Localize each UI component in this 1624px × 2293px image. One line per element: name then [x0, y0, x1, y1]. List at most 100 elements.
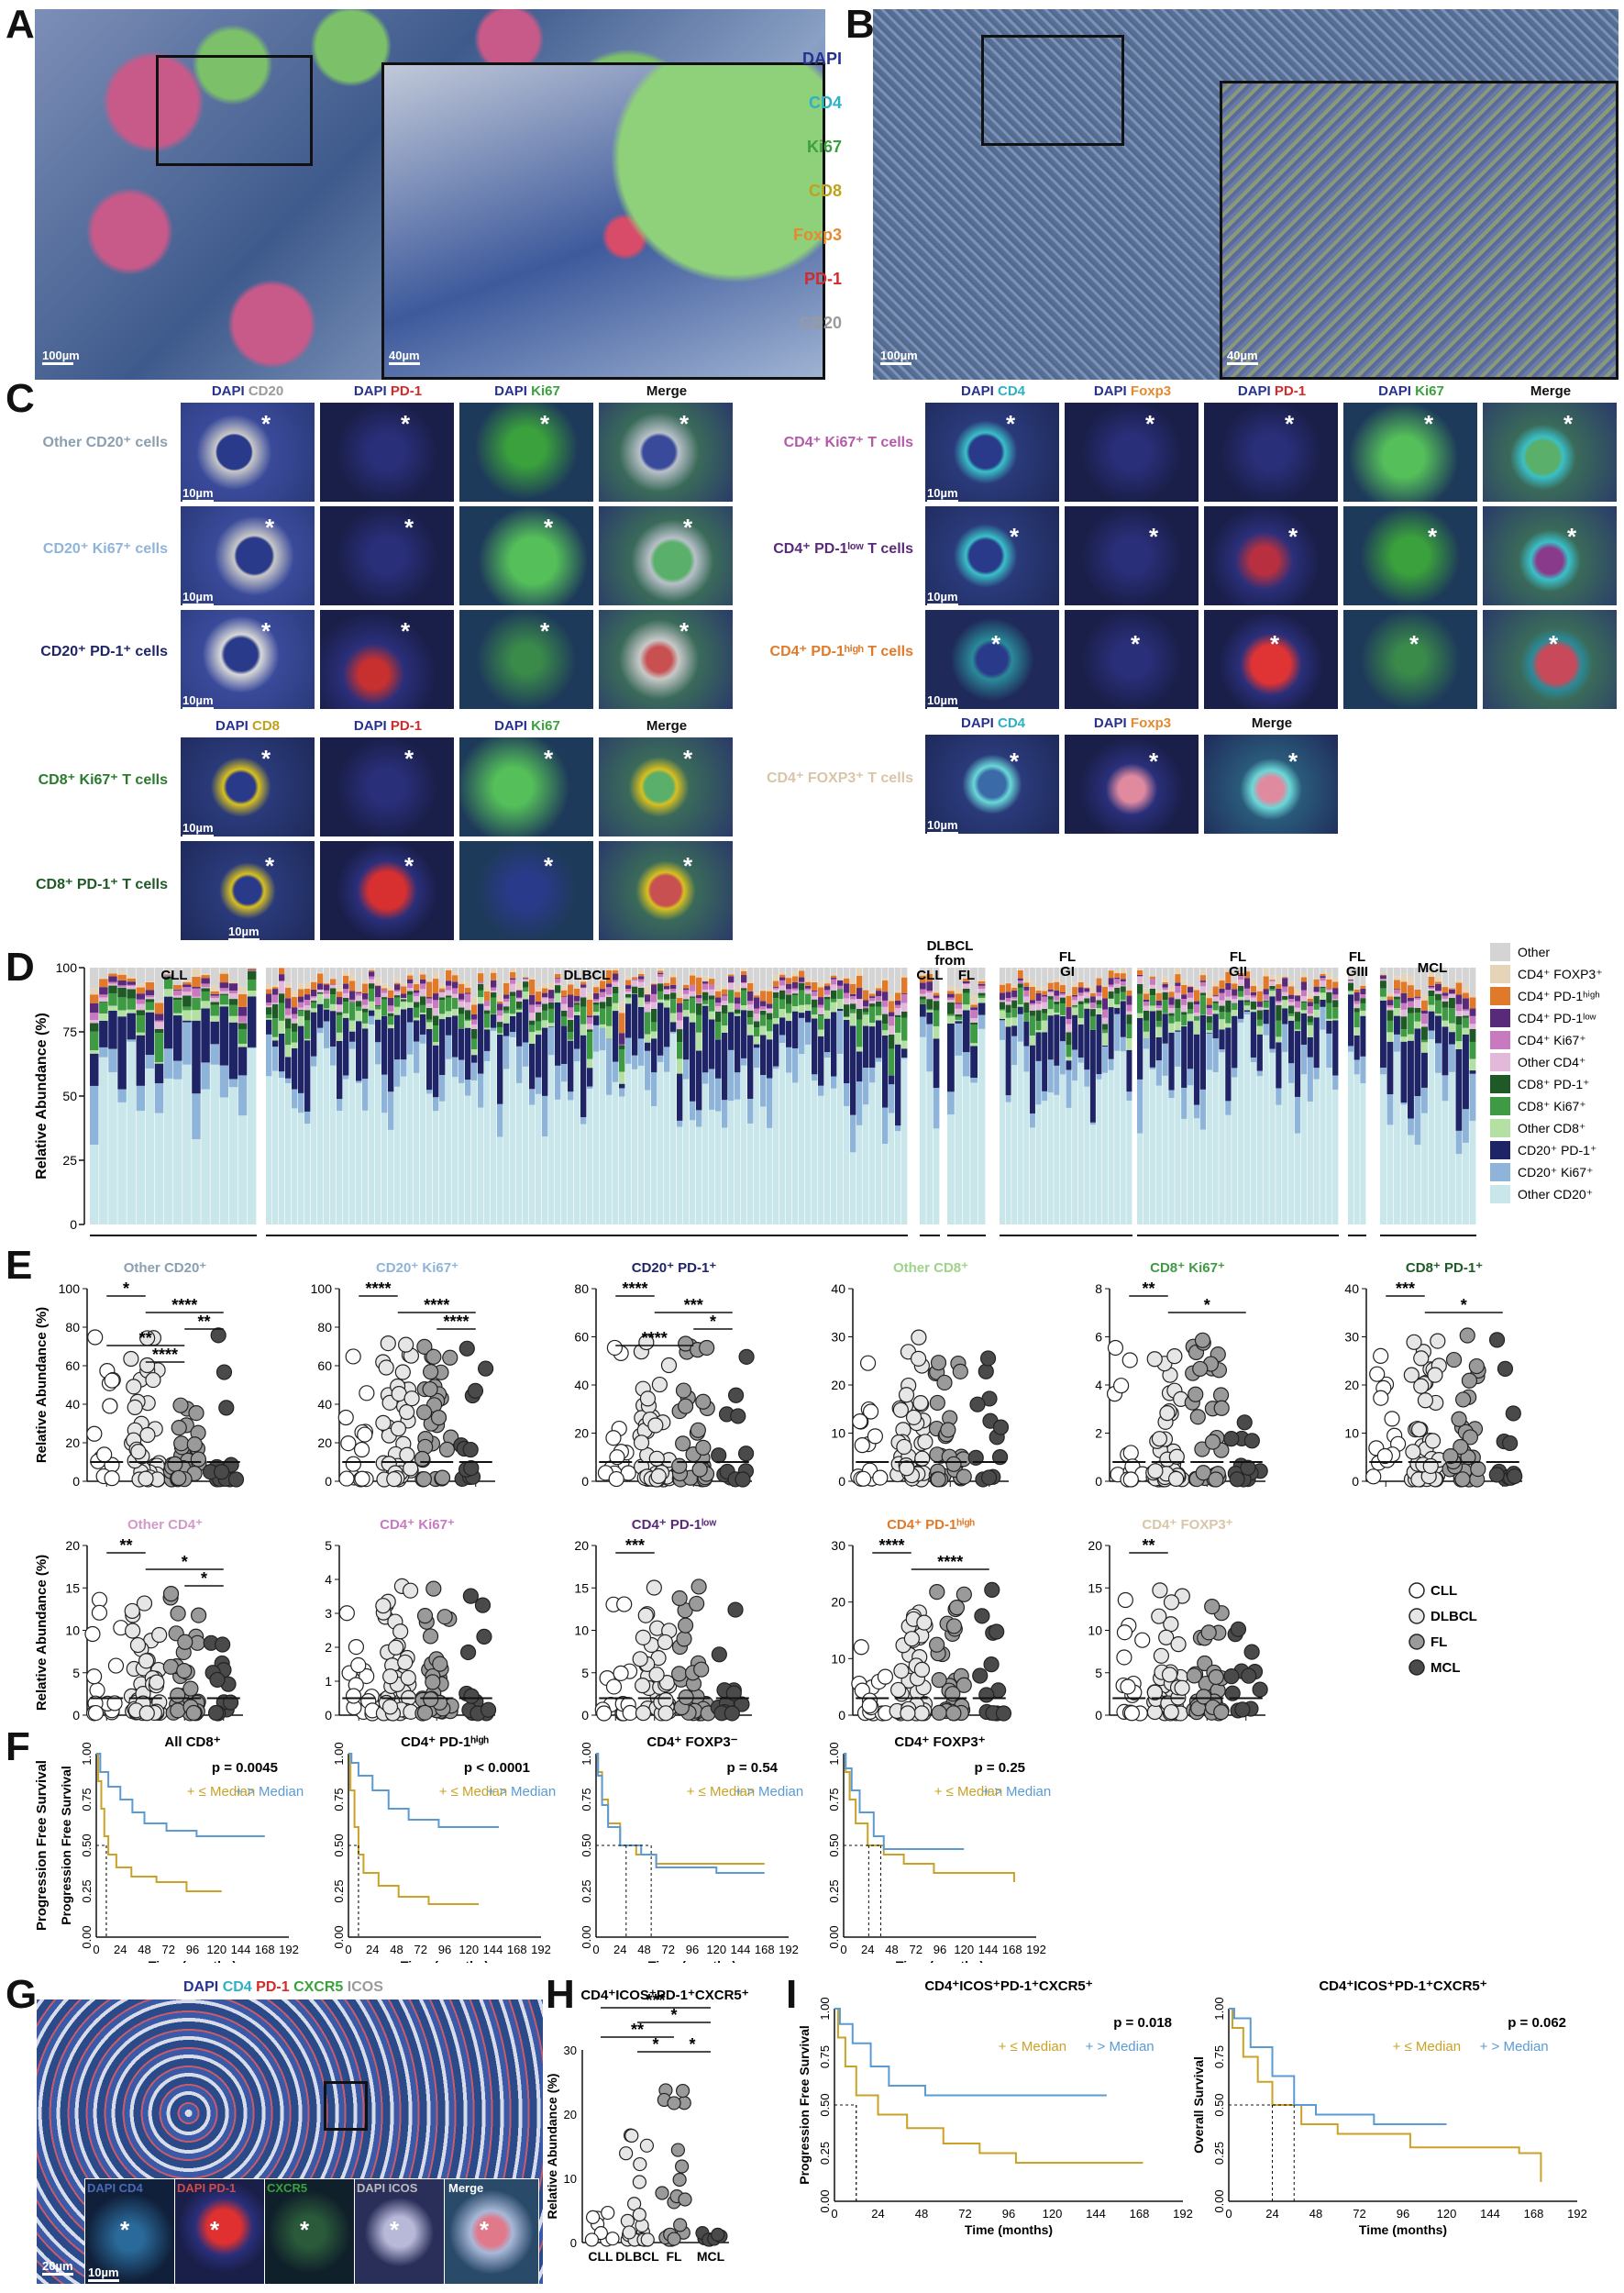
- e-dot: [892, 1401, 909, 1418]
- e-dot: [978, 1363, 994, 1379]
- d-bar-segment: [651, 983, 657, 985]
- e-dot: [1468, 1357, 1485, 1375]
- e-dot: [689, 1595, 705, 1612]
- e-dot: [691, 1461, 708, 1478]
- scale-bar-b-main: 100µm: [880, 349, 918, 365]
- d-bar-segment: [1017, 969, 1023, 971]
- d-bar-segment: [426, 997, 433, 999]
- h-dot: [655, 2186, 669, 2200]
- e-ytick: 20: [1088, 1538, 1102, 1553]
- d-bar-segment: [1313, 995, 1320, 1004]
- d-bar-segment: [933, 1038, 940, 1089]
- d-bar-segment: [523, 977, 529, 979]
- d-bar-segment: [523, 979, 529, 982]
- e-dot: [1158, 1629, 1175, 1645]
- d-bar-segment: [304, 988, 311, 995]
- d-bar-segment: [1072, 1014, 1078, 1050]
- d-bar-segment: [1307, 1015, 1313, 1023]
- panel-label-h: H: [546, 1972, 575, 2017]
- d-bar-segment: [1219, 1049, 1225, 1053]
- d-bar-segment: [1114, 970, 1121, 974]
- d-bar-segment: [824, 983, 831, 987]
- d-bar-segment: [1108, 1069, 1114, 1224]
- km-xlabel: Time (months): [401, 1958, 489, 1963]
- d-bar-segment: [401, 1009, 407, 1060]
- e-sig-label: **: [1142, 1536, 1154, 1555]
- c-tile: *: [597, 736, 735, 838]
- km-xtick: 24: [613, 1943, 626, 1956]
- d-bar-segment: [926, 1009, 934, 1011]
- e-dot: [102, 1398, 118, 1414]
- e-dot: [423, 1691, 439, 1708]
- d-bar-segment: [1300, 1045, 1308, 1075]
- d-bar-segment: [773, 975, 779, 981]
- d-bar-segment: [978, 985, 986, 990]
- d-bar-segment: [446, 990, 452, 996]
- e-dot: [476, 1628, 492, 1645]
- d-bar-segment: [1143, 1001, 1150, 1006]
- d-bar-segment: [799, 990, 805, 1005]
- d-bar-segment: [638, 1038, 645, 1066]
- e-dot: [188, 1405, 204, 1422]
- d-bar-segment: [1206, 1022, 1212, 1031]
- d-bar-segment: [1181, 1004, 1188, 1013]
- d-bar-segment: [292, 991, 298, 997]
- d-bar-segment: [760, 1010, 767, 1015]
- d-bar-segment: [414, 1041, 420, 1073]
- d-bar-segment: [568, 1039, 574, 1041]
- d-bar-segment: [625, 1063, 632, 1224]
- d-bar-segment: [1238, 1022, 1244, 1224]
- d-bar-segment: [978, 995, 986, 999]
- d-bar-segment: [587, 968, 593, 993]
- d-bar-segment: [1294, 1029, 1301, 1032]
- d-bar-segment: [446, 1058, 452, 1224]
- d-bar-segment: [1243, 1014, 1251, 1224]
- d-bar-segment: [728, 1049, 735, 1102]
- d-bar-segment: [536, 1077, 542, 1094]
- e-dot: [218, 1400, 235, 1416]
- d-bar-segment: [947, 991, 955, 994]
- d-bar-segment: [439, 991, 446, 998]
- e-dot: [182, 1680, 199, 1697]
- d-bar-segment: [108, 992, 117, 1006]
- d-bar-segment: [606, 996, 613, 1007]
- d-bar-segment: [645, 1034, 651, 1043]
- d-bar-segment: [690, 1013, 696, 1023]
- e-dot: [929, 1394, 945, 1412]
- d-bar-segment: [173, 1013, 182, 1016]
- d-bar-segment: [247, 979, 257, 991]
- e-dot: [1445, 1351, 1463, 1368]
- e-dot: [359, 1667, 375, 1685]
- d-bar-segment: [1120, 985, 1126, 987]
- d-bar-segment: [414, 1072, 420, 1224]
- d-bar-segment: [613, 1011, 619, 1062]
- d-bar-segment: [145, 981, 155, 982]
- d-bar-segment: [593, 1004, 600, 1013]
- d-bar-segment: [238, 986, 248, 994]
- d-bar-segment: [426, 968, 433, 980]
- d-bar-segment: [362, 1004, 369, 1009]
- d-bar-segment: [238, 1028, 248, 1044]
- d-bar-segment: [1077, 987, 1084, 993]
- d-bar-segment: [818, 987, 824, 998]
- d-bar-segment: [555, 1065, 561, 1100]
- e-ytick: 20: [574, 1538, 589, 1553]
- c-tile: *: [318, 504, 456, 607]
- d-bar-segment: [1017, 1014, 1023, 1042]
- d-bar-segment: [1066, 1060, 1072, 1070]
- d-bar-segment: [606, 1094, 613, 1224]
- d-bar-segment: [1428, 996, 1435, 1005]
- d-bar-segment: [805, 1011, 812, 1023]
- d-bar-segment: [491, 991, 497, 993]
- g-ch-icos: ICOS: [347, 1979, 383, 1995]
- d-bar-segment: [863, 1008, 869, 1013]
- d-bar-segment: [1035, 1003, 1042, 1011]
- d-bar-segment: [1449, 988, 1455, 990]
- e-dot: [87, 1329, 104, 1346]
- d-bar-segment: [407, 994, 414, 1002]
- d-bar-segment: [876, 991, 882, 997]
- d-bar-segment: [1126, 1011, 1132, 1015]
- d-bar-segment: [1005, 1102, 1011, 1224]
- d-bar-segment: [754, 997, 760, 1009]
